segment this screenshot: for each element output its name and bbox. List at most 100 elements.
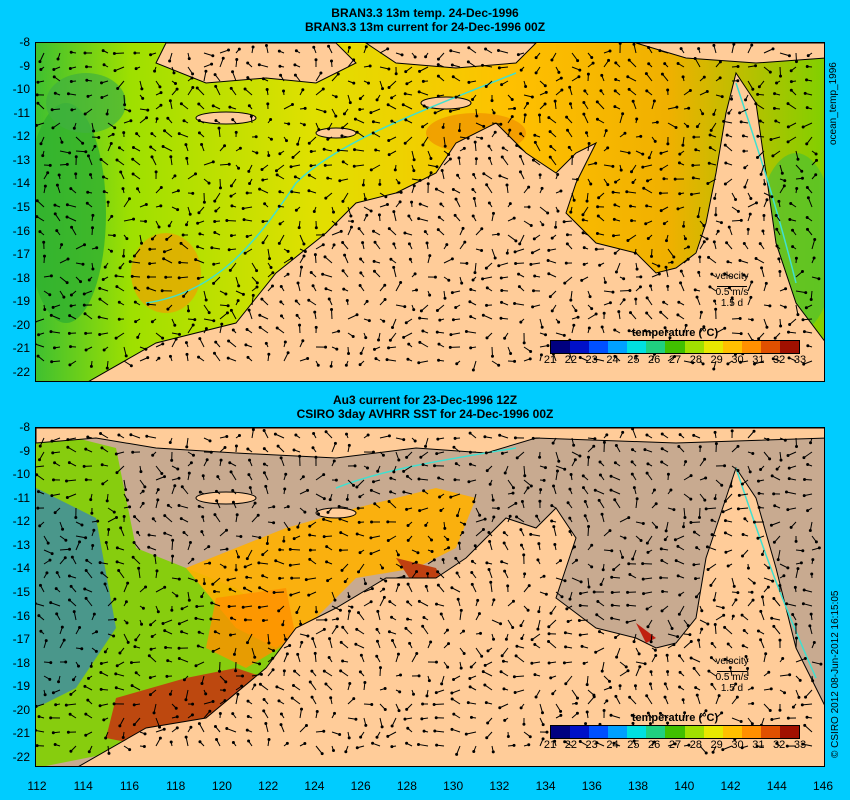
current-arrow — [519, 234, 525, 245]
current-arrow-head — [449, 333, 453, 337]
current-arrow — [787, 136, 797, 143]
current-arrow-head — [228, 105, 232, 109]
current-arrow-head — [269, 137, 273, 141]
current-arrow-head — [98, 333, 102, 337]
current-arrow — [491, 248, 496, 259]
current-arrow-head — [530, 661, 534, 665]
current-arrow-head — [646, 550, 650, 554]
current-arrow-head — [485, 736, 489, 740]
current-arrow-head — [741, 134, 745, 138]
x-tick-label: 120 — [211, 779, 232, 793]
current-arrow-head — [461, 530, 465, 534]
current-arrow-head — [303, 510, 307, 514]
current-arrow-head — [499, 622, 503, 626]
x-tick-label: 116 — [119, 779, 140, 793]
current-arrow-head — [576, 59, 580, 63]
current-arrow-head — [236, 299, 240, 303]
current-arrow — [99, 298, 109, 306]
current-arrow-head — [113, 126, 117, 130]
current-arrow-head — [341, 199, 345, 203]
current-arrow-head — [672, 643, 676, 647]
current-arrow-head — [562, 333, 566, 337]
current-arrow-head — [82, 464, 86, 468]
current-arrow — [795, 290, 806, 294]
current-arrow — [283, 521, 290, 530]
current-arrow-head — [36, 123, 38, 127]
current-arrow — [427, 164, 438, 168]
current-arrow-head — [598, 263, 602, 267]
current-arrow-head — [159, 91, 163, 95]
current-arrow — [802, 122, 813, 128]
current-arrow-head — [417, 90, 421, 94]
current-arrow-head — [522, 341, 526, 345]
current-arrow-head — [709, 656, 713, 660]
current-arrow-head — [373, 502, 377, 506]
current-arrow — [187, 173, 196, 180]
current-arrow-head — [801, 318, 805, 322]
current-arrow-head — [678, 593, 682, 597]
current-arrow-head — [689, 656, 693, 660]
current-arrow-head — [741, 533, 745, 537]
current-arrow-head — [145, 116, 149, 120]
current-arrow-head — [36, 354, 40, 358]
current-arrow — [395, 282, 402, 292]
current-arrow-head — [709, 128, 713, 132]
current-arrow-head — [150, 132, 154, 136]
current-arrow — [199, 338, 205, 348]
current-arrow-head — [405, 741, 409, 745]
current-arrow-head — [497, 66, 501, 70]
current-arrow-head — [255, 151, 259, 155]
current-arrow-head — [641, 562, 645, 566]
x-tick-label: 124 — [304, 779, 325, 793]
current-arrow-head — [593, 437, 597, 441]
current-arrow-head — [602, 311, 606, 315]
y-tick-label: -9 — [19, 443, 30, 458]
current-arrow-head — [101, 175, 105, 179]
current-arrow-head — [754, 257, 758, 261]
x-tick-label: 132 — [489, 779, 510, 793]
current-arrow-head — [69, 749, 73, 753]
current-arrow — [290, 591, 301, 596]
current-arrow-head — [392, 470, 396, 474]
legend-tick-label: 28 — [689, 739, 702, 751]
current-arrow — [251, 647, 256, 658]
current-arrow-head — [373, 240, 377, 244]
current-arrow-head — [513, 436, 517, 440]
current-arrow-head — [198, 337, 202, 341]
current-arrow-head — [130, 684, 134, 688]
current-arrow — [274, 591, 285, 594]
current-arrow-head — [763, 182, 767, 186]
current-arrow-head — [764, 281, 768, 285]
current-arrow-head — [211, 104, 215, 108]
current-arrow-head — [614, 636, 618, 640]
current-arrow — [805, 689, 813, 698]
current-arrow-head — [435, 743, 439, 747]
current-arrow-head — [806, 344, 810, 348]
current-arrow-head — [53, 203, 57, 207]
current-arrow-head — [693, 288, 697, 292]
current-arrow-head — [208, 709, 212, 713]
current-arrow-head — [117, 146, 121, 150]
current-arrow-head — [213, 230, 217, 234]
current-arrow-head — [275, 685, 279, 689]
current-arrow — [214, 352, 221, 362]
current-arrow-head — [180, 607, 184, 611]
current-arrow-head — [573, 458, 577, 462]
current-arrow — [39, 451, 45, 461]
current-arrow-head — [36, 490, 40, 494]
current-arrow-head — [127, 197, 131, 201]
current-arrow-head — [614, 270, 618, 274]
current-arrow-head — [115, 546, 119, 550]
current-arrow-head — [100, 81, 104, 85]
current-arrow-head — [469, 315, 473, 319]
current-arrow-head — [711, 750, 715, 754]
current-arrow-head — [50, 439, 54, 443]
current-arrow-head — [453, 436, 457, 440]
current-arrow-head — [348, 101, 352, 105]
current-arrow-head — [392, 242, 396, 246]
current-arrow-head — [214, 119, 218, 123]
current-arrow-head — [646, 179, 650, 183]
current-arrow-head — [291, 683, 295, 687]
current-arrow-head — [718, 60, 722, 64]
current-arrow-head — [533, 274, 537, 278]
